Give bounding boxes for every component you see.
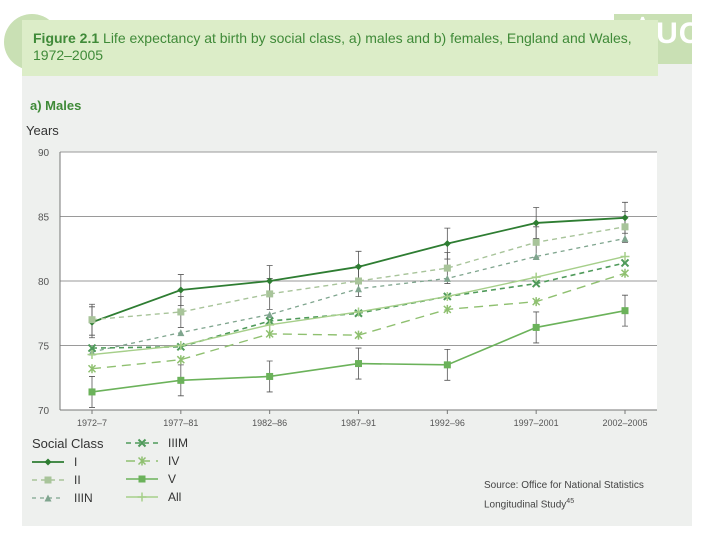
title-banner bbox=[22, 20, 658, 76]
source-line-1: Source: Office for National Statistics bbox=[484, 480, 644, 491]
x-tick-label: 1982–86 bbox=[252, 418, 287, 428]
data-point-i bbox=[443, 240, 451, 248]
x-tick-label: 2002–2005 bbox=[602, 418, 647, 428]
data-point-all bbox=[620, 251, 630, 261]
right-strip bbox=[658, 64, 692, 526]
data-point-iiin bbox=[532, 252, 540, 260]
data-point-all bbox=[265, 320, 275, 330]
legend-label-v: V bbox=[168, 472, 176, 486]
data-point-iiin bbox=[443, 274, 451, 282]
data-point-v bbox=[177, 376, 185, 384]
source-line-2: Longitudinal Study45 bbox=[484, 494, 644, 513]
data-point-ii bbox=[355, 277, 362, 285]
figure-title: Figure 2.1 Life expectancy at birth by s… bbox=[33, 30, 633, 64]
legend-label-iv: IV bbox=[168, 454, 179, 468]
data-point-all bbox=[87, 350, 97, 360]
data-point-all bbox=[442, 291, 452, 301]
data-point-iiin bbox=[621, 234, 629, 242]
legend-title: Social Class bbox=[32, 436, 104, 451]
legend-label-ii: II bbox=[74, 473, 81, 487]
data-point-all bbox=[354, 307, 363, 317]
data-point-ii bbox=[621, 223, 629, 231]
y-tick-label: 85 bbox=[38, 213, 50, 224]
y-axis-label: Years bbox=[26, 123, 59, 138]
y-tick-label: 80 bbox=[38, 277, 50, 288]
source-superscript: 45 bbox=[566, 498, 575, 505]
figure-title-text: Life expectancy at birth by social class… bbox=[33, 30, 632, 63]
y-tick-label: 70 bbox=[38, 406, 50, 417]
x-tick-label: 1992–96 bbox=[430, 418, 465, 428]
data-point-iiim bbox=[87, 343, 97, 353]
data-point-all bbox=[176, 341, 186, 350]
data-point-iiim bbox=[620, 258, 630, 268]
source-note: Source: Office for National Statistics L… bbox=[484, 478, 644, 513]
panel-label: a) Males bbox=[30, 98, 82, 113]
y-tick-label: 75 bbox=[38, 342, 50, 353]
legend-label-all: All bbox=[168, 490, 181, 504]
legend-marker-v bbox=[138, 475, 146, 483]
legend-marker-all bbox=[137, 492, 147, 502]
legend-label-iiim: IIIM bbox=[168, 436, 188, 450]
data-point-all bbox=[531, 272, 541, 282]
data-point-i bbox=[355, 263, 362, 271]
figure-label: Figure 2.1 bbox=[33, 30, 100, 46]
data-point-iiin bbox=[266, 311, 274, 319]
data-point-v bbox=[88, 388, 96, 396]
data-point-v bbox=[621, 307, 629, 315]
data-point-v bbox=[355, 360, 362, 368]
legend-label-iiin: IIIN bbox=[74, 491, 93, 505]
data-point-iv bbox=[176, 355, 185, 365]
data-point-ii bbox=[177, 308, 185, 316]
x-tick-label: 1972–7 bbox=[77, 418, 107, 428]
data-point-iiim bbox=[531, 279, 541, 288]
data-point-ii bbox=[532, 238, 540, 246]
data-point-iv bbox=[532, 297, 541, 307]
data-point-iv bbox=[354, 330, 363, 340]
data-point-iiin bbox=[177, 329, 185, 337]
y-tick-label: 90 bbox=[38, 148, 50, 159]
data-point-v bbox=[532, 323, 540, 331]
data-point-i bbox=[532, 219, 540, 227]
legend-marker-i bbox=[44, 458, 52, 466]
data-point-ii bbox=[88, 316, 96, 324]
data-point-i bbox=[177, 286, 185, 294]
data-point-iv bbox=[87, 364, 97, 374]
data-point-i bbox=[621, 214, 629, 222]
data-point-ii bbox=[266, 290, 274, 298]
x-tick-label: 1987–91 bbox=[341, 418, 376, 428]
data-point-v bbox=[266, 372, 274, 380]
data-point-v bbox=[443, 361, 451, 369]
legend-marker-iv bbox=[137, 456, 147, 466]
x-tick-label: 1997–2001 bbox=[514, 418, 559, 428]
data-point-iv bbox=[620, 268, 630, 278]
data-point-ii bbox=[443, 264, 451, 272]
data-point-iv bbox=[265, 329, 274, 339]
source-line-2-text: Longitudinal Study bbox=[484, 499, 567, 511]
legend-marker-iiin bbox=[44, 494, 52, 502]
x-tick-label: 1977–81 bbox=[163, 418, 198, 428]
legend-marker-ii bbox=[44, 476, 52, 484]
data-point-iiin bbox=[355, 285, 362, 293]
legend-marker-iiim bbox=[137, 438, 147, 448]
data-point-iv bbox=[443, 304, 452, 314]
data-point-i bbox=[266, 277, 274, 285]
legend-label-i: I bbox=[74, 455, 77, 469]
